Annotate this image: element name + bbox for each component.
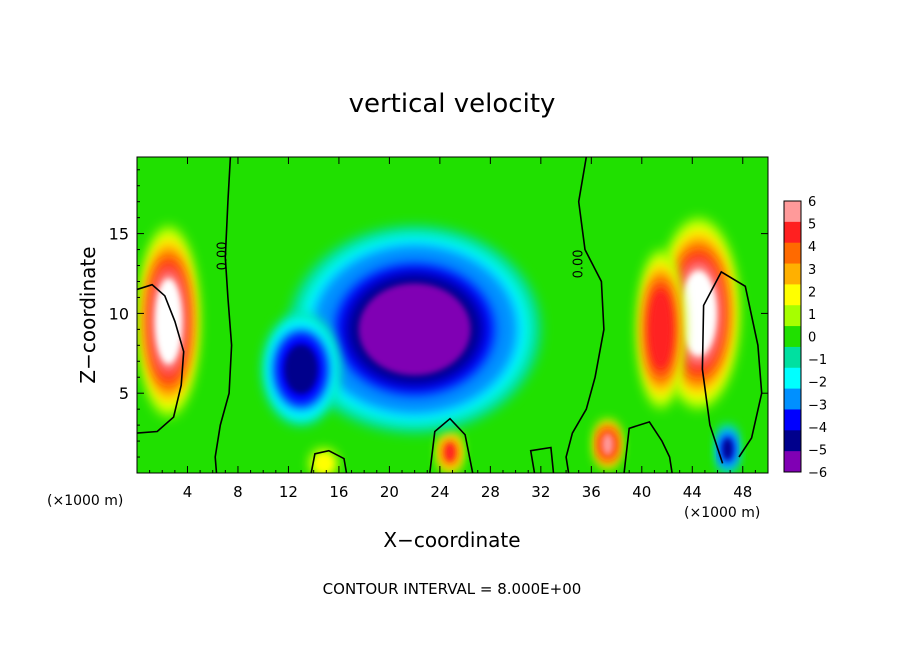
colorbar-cell	[784, 346, 801, 369]
x-tick-label: 24	[430, 483, 449, 501]
colorbar-cell	[784, 451, 801, 473]
zero-contour-left	[214, 157, 233, 473]
zero-contour-cell-2	[429, 417, 474, 473]
downdraft-cell-7	[288, 225, 541, 434]
colorbar-cell	[784, 430, 801, 452]
x-unit-right: (×1000 m)	[684, 505, 760, 521]
x-tick-label: 32	[531, 483, 550, 501]
updraft-cell-3	[638, 249, 684, 410]
colorbar-tick-label: 4	[808, 240, 816, 255]
colorbar-tick-label: 2	[808, 285, 816, 300]
colorbar-tick-label: −5	[808, 443, 827, 458]
contour-interval-footer: CONTOUR INTERVAL = 8.000E+00	[323, 580, 582, 598]
colorbar-tick-label: −3	[808, 398, 827, 413]
y-axis-title: Z−coordinate	[76, 246, 100, 383]
x-unit-left: (×1000 m)	[47, 493, 123, 509]
colorbar-tick-label: −6	[808, 466, 827, 481]
x-tick-label: 48	[733, 483, 752, 501]
colorbar-tick-label: −2	[808, 376, 827, 391]
updraft-cell-6	[309, 449, 338, 473]
zero-contour-cell-1	[310, 449, 348, 473]
contour-white-right	[701, 270, 763, 464]
heatmap-field	[137, 157, 768, 473]
zero-contour-cell-3	[529, 446, 555, 473]
x-tick-label: 20	[380, 483, 399, 501]
x-tick-label: 44	[683, 483, 702, 501]
colorbar-tick-label: −4	[808, 421, 827, 436]
x-tick-label: 40	[632, 483, 651, 501]
colorbar-cell	[784, 326, 801, 348]
updraft-cell-1	[138, 225, 199, 418]
downdraft-cell-8	[263, 313, 339, 426]
y-tick-label: 5	[119, 384, 129, 403]
zero-contour-right	[565, 157, 605, 473]
x-tick-label: 36	[582, 483, 601, 501]
x-axis: 4 8 12 16 20 24 28 32 36 40 44 48	[149, 157, 756, 501]
y-axis: 5 10 15	[109, 169, 768, 458]
colorbar-cell	[784, 284, 801, 306]
contour-label: 0.00	[571, 249, 586, 278]
updraft-cell-4	[438, 431, 462, 473]
updraft-cell-5	[595, 420, 621, 469]
y-tick-label: 10	[109, 304, 129, 323]
contour-white-left	[137, 283, 185, 434]
colorbar-frame	[783, 200, 802, 473]
zero-contour-cell-4	[623, 420, 673, 473]
x-axis-title: X−coordinate	[383, 528, 520, 552]
contour-labels: 0.00 0.00	[216, 241, 587, 278]
x-tick-label: 16	[329, 483, 348, 501]
colorbar-tick-label: 6	[808, 195, 816, 210]
contour-lines	[137, 157, 763, 473]
colorbar-tick-label: 1	[808, 308, 816, 323]
y-tick-label: 15	[109, 225, 129, 244]
downdraft-cell-9	[717, 425, 738, 473]
colorbar-cell	[784, 409, 801, 431]
colorbar-cell	[784, 201, 801, 223]
x-tick-label: 28	[481, 483, 500, 501]
colorbar-cell	[784, 388, 801, 410]
x-tick-label: 12	[279, 483, 298, 501]
colorbar-cell	[784, 263, 801, 285]
colorbar-cell	[784, 367, 801, 390]
colorbar-cell	[784, 242, 801, 265]
colorbar-tick-label: −1	[808, 353, 827, 368]
x-tick-label: 8	[233, 483, 243, 501]
chart-title: vertical velocity	[349, 89, 556, 119]
colorbar-tick-label: 0	[808, 331, 816, 346]
x-tick-label: 4	[183, 483, 193, 501]
colorbar-cell	[784, 221, 801, 244]
contour-label: 0.00	[216, 241, 231, 270]
colorbar-tick-label: 5	[808, 218, 816, 233]
colorbar-tick-label: 3	[808, 263, 816, 278]
colorbar-cell	[784, 305, 801, 327]
colorbar: 6 5 4 3 2 1 0 −1 −2 −3 −4 −5 −6	[783, 195, 827, 481]
